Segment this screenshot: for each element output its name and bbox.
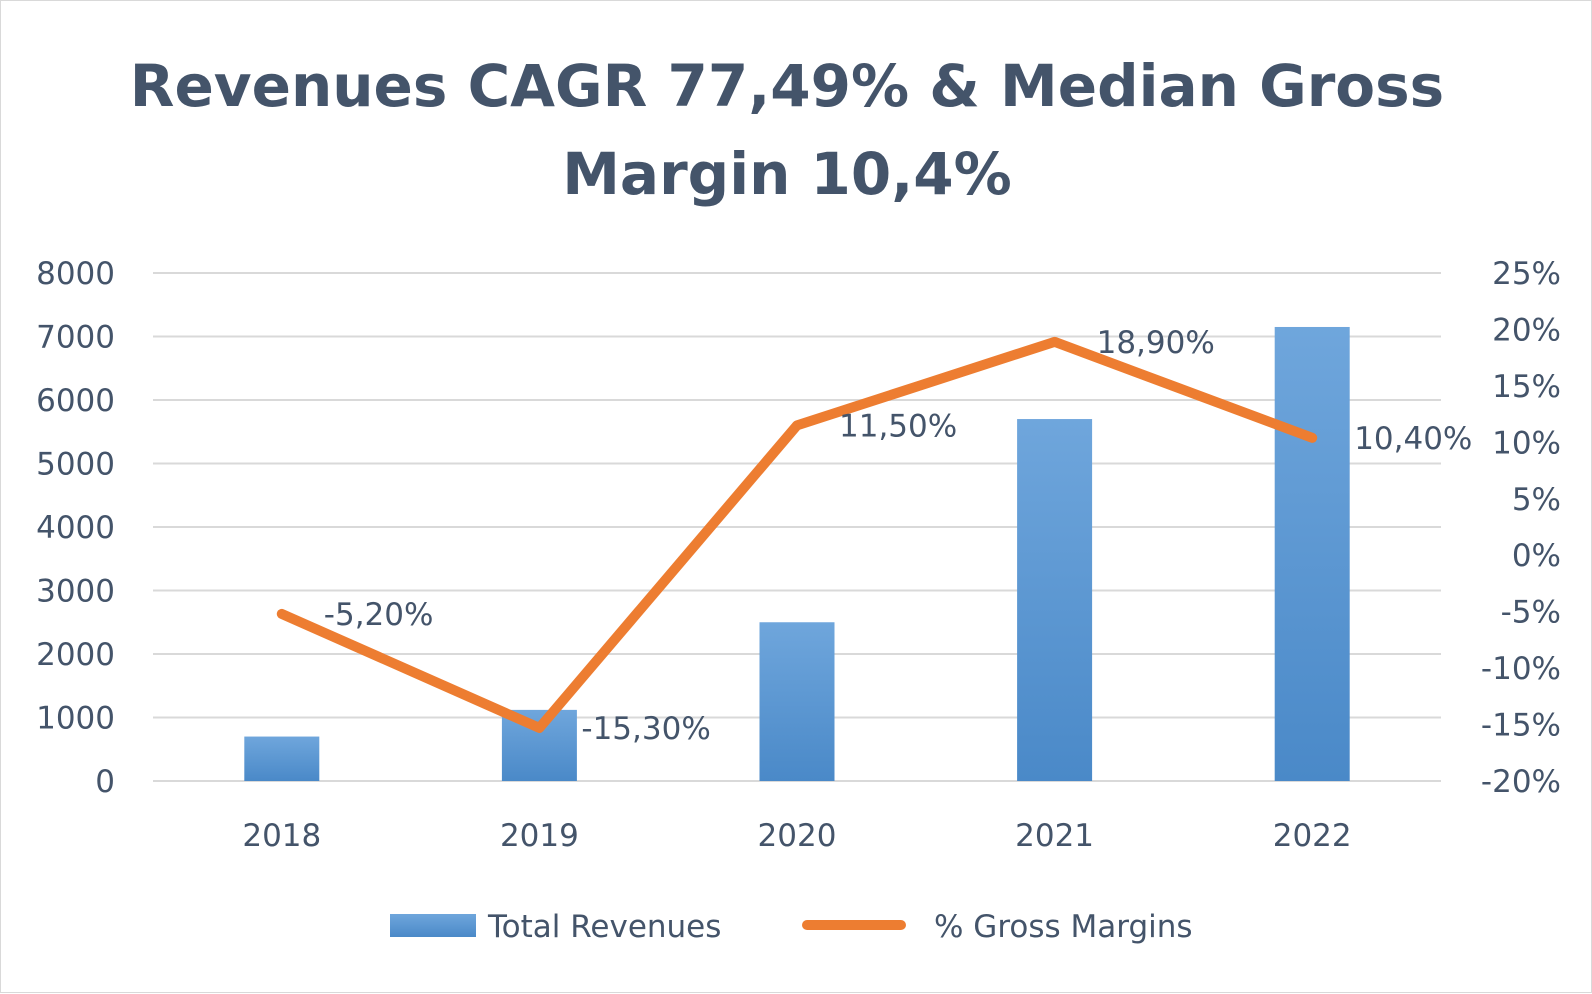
right-axis-tick-label: -20% [1481,764,1561,800]
x-axis-tick-label: 2021 [1015,818,1094,854]
right-axis-tick-label: 25% [1492,256,1561,292]
revenue-bar [244,737,319,781]
left-axis-tick-label: 7000 [36,320,115,356]
right-axis-tick-label: -15% [1481,708,1561,744]
legend: Total Revenues % Gross Margins [390,909,1193,945]
revenue-bar [1017,419,1092,781]
legend-label-total-revenues: Total Revenues [487,909,721,945]
legend-swatch-total-revenues [390,914,476,937]
right-axis-ticks: -20% -15% -10% -5% 0% 5% 10% 15% 20% 25% [1481,256,1561,800]
gross-margin-data-label: -5,20% [324,597,434,633]
left-axis-tick-label: 6000 [36,383,115,419]
x-axis-tick-label: 2022 [1273,818,1352,854]
left-axis-ticks: 0 1000 2000 3000 4000 5000 6000 7000 8000 [36,256,115,800]
left-axis-tick-label: 2000 [36,637,115,673]
left-axis-tick-label: 0 [95,764,115,800]
left-axis-tick-label: 8000 [36,256,115,292]
right-axis-tick-label: -5% [1501,595,1561,631]
right-axis-tick-label: -10% [1481,651,1561,687]
revenue-bar [760,622,835,781]
chart-title-line-2: Margin 10,4% [562,140,1012,208]
x-axis-tick-label: 2018 [242,818,321,854]
chart-title-line-1: Revenues CAGR 77,49% & Median Gross [130,52,1444,120]
gross-margin-data-label: 18,90% [1097,325,1215,361]
legend-label-gross-margins: % Gross Margins [934,909,1193,945]
gross-margin-data-label: -15,30% [581,711,710,747]
left-axis-tick-label: 4000 [36,510,115,546]
left-axis-tick-label: 3000 [36,574,115,610]
left-axis-tick-label: 5000 [36,447,115,483]
right-axis-tick-label: 5% [1512,482,1561,518]
x-axis-tick-label: 2020 [758,818,837,854]
right-axis-tick-label: 20% [1492,312,1561,348]
x-axis-ticks: 2018 2019 2020 2021 2022 [242,818,1351,854]
right-axis-tick-label: 10% [1492,425,1561,461]
gross-margin-data-label: 11,50% [839,408,957,444]
right-axis-tick-label: 0% [1512,538,1561,574]
left-axis-tick-label: 1000 [36,701,115,737]
right-axis-tick-label: 15% [1492,369,1561,405]
revenue-bar [1275,327,1350,781]
x-axis-tick-label: 2019 [500,818,579,854]
gross-margin-data-label: 10,40% [1354,421,1472,457]
